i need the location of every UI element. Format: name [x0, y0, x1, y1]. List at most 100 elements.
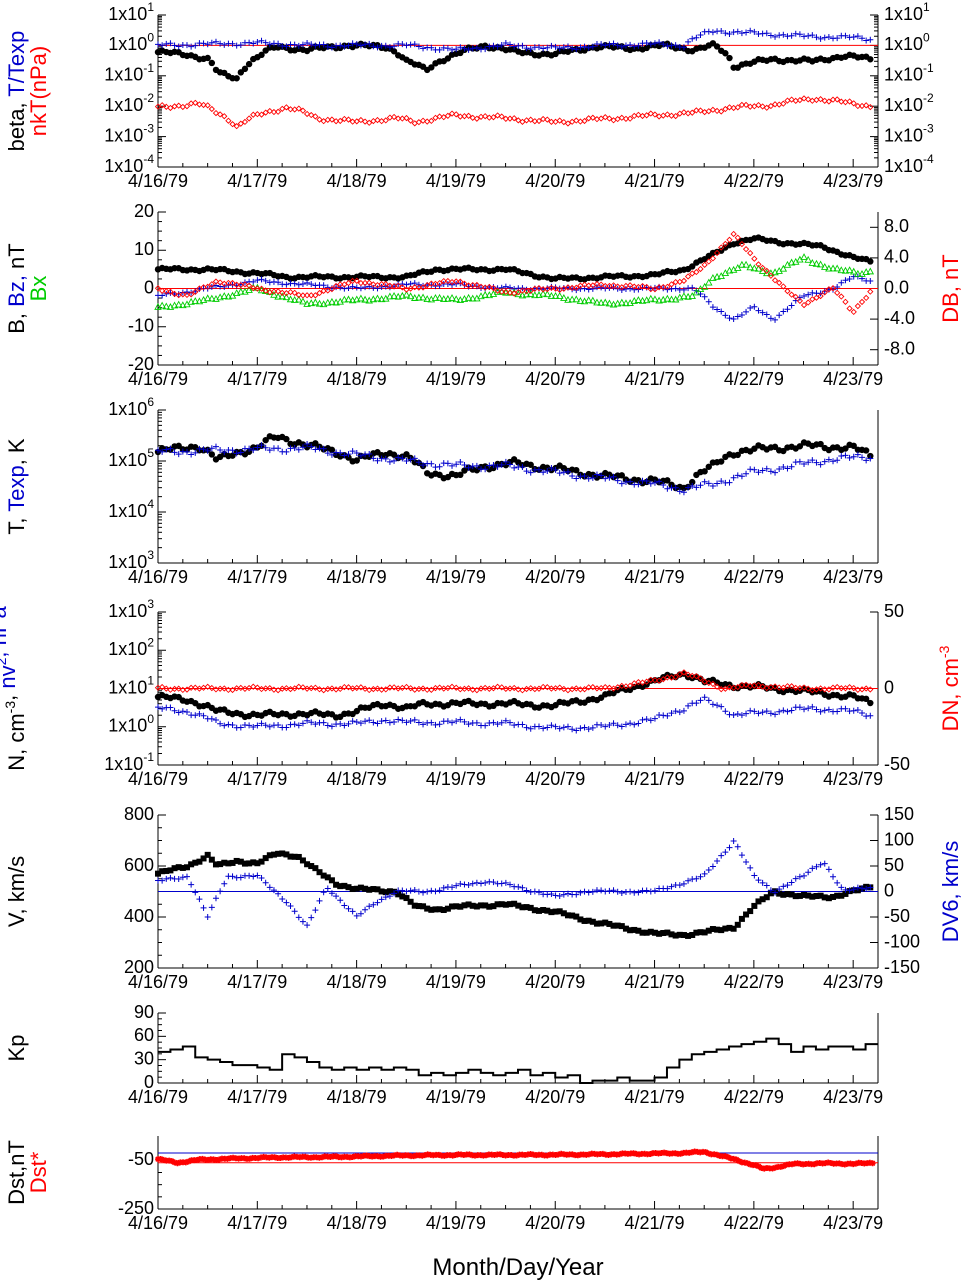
beta-point: [772, 33, 779, 40]
beta-ytick-label: 1x10-2: [104, 91, 154, 115]
beta-point: [419, 117, 427, 124]
temp-ylabel: T, Texp, K: [4, 438, 29, 535]
dst-point: [616, 1151, 623, 1158]
mag-date-label: 4/21/79: [625, 369, 685, 389]
beta-ytick-label: 1x101: [108, 0, 154, 24]
beta-point: [204, 41, 211, 48]
vel-point: [763, 894, 770, 901]
dst-point: [722, 1153, 729, 1160]
vel-point: [424, 905, 431, 912]
dens-point: [507, 719, 514, 726]
dens-point: [718, 703, 725, 710]
dst-point: [780, 1163, 787, 1170]
vel-ytick-label: 200: [124, 957, 154, 977]
vel-point: [560, 891, 567, 898]
vel-point: [312, 865, 319, 872]
dens-point: [548, 722, 555, 729]
vel-point: [722, 849, 729, 856]
beta-point: [527, 46, 534, 53]
dens-point: [187, 684, 195, 691]
vel-point: [796, 873, 803, 880]
beta-point: [867, 36, 874, 43]
vel-point: [643, 887, 650, 894]
dens-point: [490, 719, 497, 726]
vel-point: [743, 858, 750, 865]
dens-point: [626, 682, 634, 689]
mag-point: [295, 295, 303, 303]
beta-point: [494, 43, 501, 50]
beta-point: [643, 112, 650, 119]
mag-point: [581, 281, 588, 288]
dens-date-label: 4/18/79: [327, 769, 387, 789]
dens-point: [784, 708, 791, 715]
dst-point: [168, 1158, 175, 1165]
temp-point: [606, 474, 613, 481]
vel-point: [685, 877, 692, 884]
mag-point: [581, 285, 588, 292]
dens-point: [295, 722, 302, 729]
vel-point: [436, 887, 443, 894]
beta-point: [622, 42, 629, 49]
temp-point: [830, 458, 837, 465]
mag-point: [316, 289, 323, 297]
mag-point: [787, 258, 796, 266]
vel-point: [316, 869, 323, 876]
mag-point: [734, 234, 741, 241]
dens-point: [676, 709, 683, 716]
dens-point: [581, 724, 588, 731]
beta-point: [175, 43, 182, 50]
temp-point: [602, 475, 609, 482]
vel-point: [283, 851, 290, 858]
dens-point: [780, 684, 787, 691]
vel-point: [246, 872, 253, 879]
dens-point: [183, 686, 191, 693]
vel-point: [651, 929, 658, 936]
mag-point: [747, 249, 754, 257]
dens-point: [730, 712, 737, 719]
vel-point: [229, 859, 236, 866]
temp-point: [353, 457, 360, 464]
temp-point: [680, 489, 687, 496]
temp-point: [444, 460, 451, 467]
beta-point: [502, 40, 509, 47]
vel-point: [701, 929, 708, 936]
mag-point: [784, 287, 791, 295]
mag-date-label: 4/16/79: [128, 369, 188, 389]
vel-point: [767, 890, 774, 897]
mag-point: [759, 264, 766, 272]
vel-point: [544, 907, 551, 914]
dens-point: [428, 719, 435, 726]
mag-point: [370, 281, 377, 288]
mag-point: [299, 297, 307, 305]
mag-point: [353, 295, 361, 303]
vel-point: [295, 914, 302, 921]
dens-right-tick-label: -50: [884, 754, 910, 774]
vel-date-label: 4/21/79: [625, 972, 685, 992]
dst-date-label: 4/17/79: [227, 1213, 287, 1233]
vel-point: [478, 880, 485, 887]
dens-point: [539, 683, 547, 691]
dens-point: [755, 681, 762, 689]
vel-point: [738, 852, 745, 859]
vel-point: [573, 891, 580, 898]
beta-point: [453, 46, 460, 53]
temp-point: [262, 436, 269, 444]
temp-point: [701, 478, 708, 485]
vel-point: [589, 888, 596, 895]
dens-point: [175, 709, 182, 716]
beta-point: [299, 107, 307, 114]
dst-ytick-label: -250: [118, 1198, 154, 1218]
beta-point: [233, 123, 240, 130]
dens-point: [212, 716, 219, 723]
mag-point: [233, 281, 240, 288]
temp-point: [212, 443, 219, 450]
dens-point: [523, 724, 530, 731]
mag-point: [705, 298, 712, 305]
beta-point: [544, 44, 551, 51]
vel-point: [167, 874, 174, 881]
vel-point: [689, 931, 696, 938]
beta-point: [498, 42, 505, 49]
vel-point: [672, 932, 679, 939]
beta-point: [167, 40, 174, 47]
beta-point: [212, 38, 219, 45]
